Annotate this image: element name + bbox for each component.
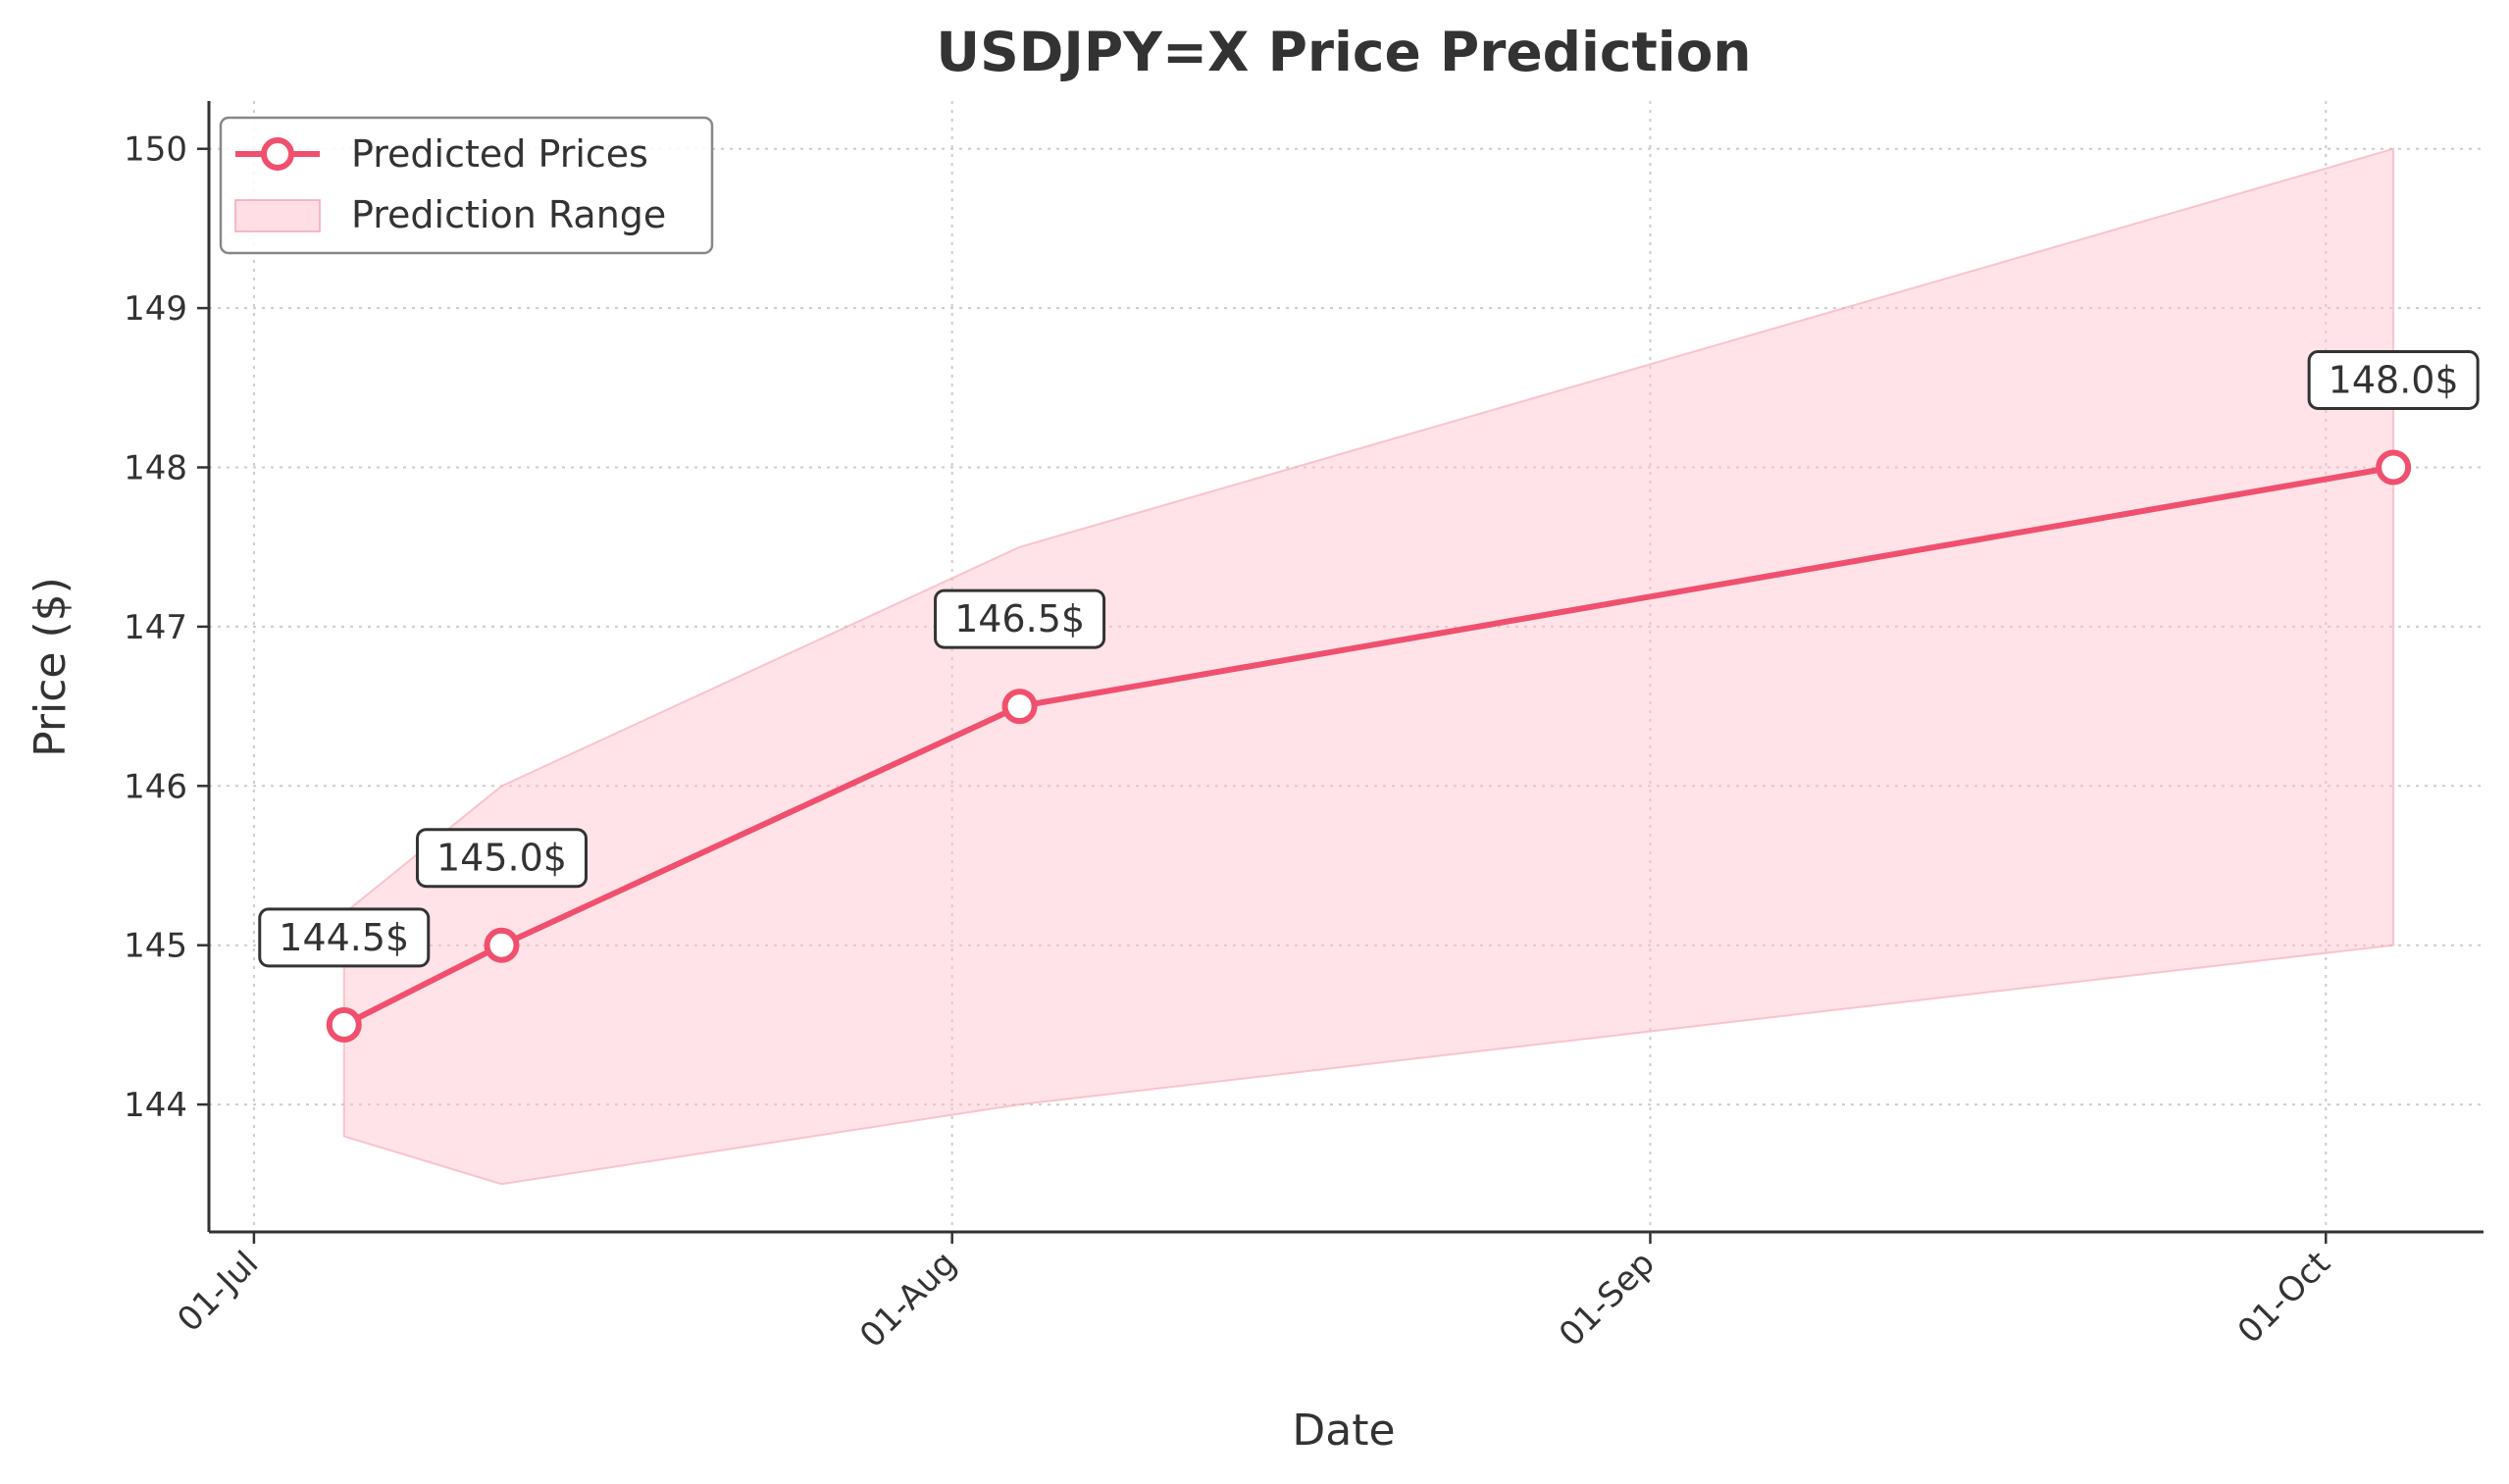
y-tick-label: 146 <box>124 767 187 806</box>
prediction-range-area <box>342 147 2395 1186</box>
data-label-text: 146.5$ <box>954 597 1085 640</box>
x-tick-label: 01-Oct <box>2230 1244 2338 1352</box>
x-tick-label: 01-Jul <box>170 1244 266 1340</box>
x-ticks: 01-Jul 01-Aug 01-Sep 01-Oct <box>170 1232 2338 1356</box>
predicted-price-point <box>484 927 520 963</box>
grid <box>209 101 2483 1232</box>
x-tick-label: 01-Aug <box>852 1244 964 1356</box>
legend-band-swatch <box>234 199 321 232</box>
data-label-text: 145.0$ <box>436 837 567 880</box>
axes <box>207 101 2483 1234</box>
y-tick-label: 149 <box>124 289 187 329</box>
legend-marker-swatch <box>261 137 294 171</box>
data-label-box <box>258 907 431 968</box>
data-label-box <box>934 588 1106 649</box>
data-label: 146.5$ <box>934 588 1106 649</box>
y-tick-label: 148 <box>124 449 187 488</box>
legend: Predicted Prices Prediction Range <box>219 116 714 255</box>
predicted-prices-polyline <box>340 464 2397 1028</box>
x-axis-label: Date <box>1292 1406 1395 1456</box>
y-tick-label: 147 <box>124 608 187 647</box>
data-label: 148.0$ <box>2307 350 2480 411</box>
y-tick-label: 145 <box>124 927 187 966</box>
data-label: 145.0$ <box>415 828 588 889</box>
predicted-price-points <box>326 449 2412 1043</box>
data-label-box <box>415 828 588 889</box>
predicted-price-point <box>1001 689 1038 725</box>
legend-box <box>219 116 714 255</box>
x-tick-label: 01-Sep <box>1552 1244 1663 1355</box>
legend-label-predicted-prices: Predicted Prices <box>351 132 648 176</box>
predicted-price-point <box>2376 449 2412 486</box>
y-tick-label: 150 <box>124 130 187 170</box>
legend-label-prediction-range: Prediction Range <box>351 193 666 236</box>
y-axis-label: Price ($) <box>26 577 76 757</box>
data-label-text: 144.5$ <box>279 916 409 959</box>
y-tick-label: 144 <box>124 1086 187 1125</box>
predicted-price-point <box>326 1006 362 1043</box>
data-label: 144.5$ <box>258 907 431 968</box>
chart-title: USDJPY=X Price Prediction <box>936 21 1751 83</box>
data-label-text: 148.0$ <box>2329 359 2459 402</box>
prediction-range-band <box>342 147 2395 1186</box>
predicted-prices-line <box>340 464 2397 1028</box>
data-label-box <box>2307 350 2480 411</box>
y-ticks: 144 145 146 147 148 149 150 <box>124 130 209 1125</box>
data-labels: 144.5$ 145.0$ 146.5$ 148.0$ <box>258 350 2480 968</box>
